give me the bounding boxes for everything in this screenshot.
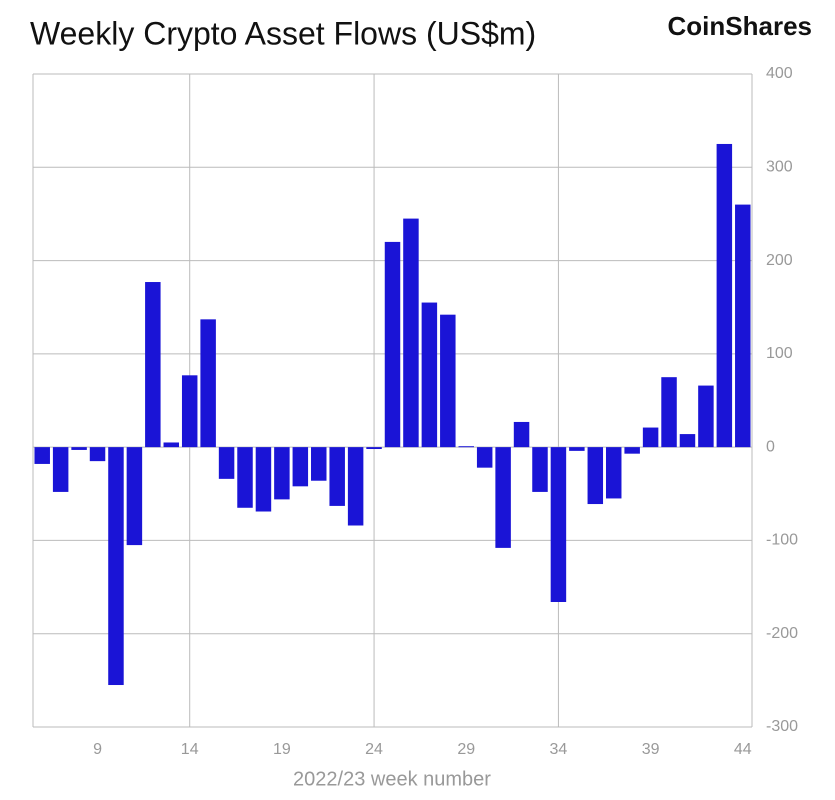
bar: [735, 204, 751, 448]
bar: [624, 447, 640, 454]
bar: [384, 241, 401, 448]
bar: [716, 143, 733, 448]
bar: [311, 447, 327, 481]
bar: [403, 218, 419, 448]
x-tick-label: 39: [642, 741, 660, 758]
bar: [366, 447, 382, 450]
y-tick-label: 300: [766, 159, 793, 176]
bar: [495, 447, 511, 548]
bar: [642, 427, 659, 448]
y-tick-label: 0: [766, 438, 775, 455]
chart-title: Weekly Crypto Asset Flows (US$m): [30, 15, 536, 51]
y-tick-label: -300: [766, 718, 798, 735]
y-tick-label: -200: [766, 625, 798, 642]
bar: [108, 447, 124, 686]
bar: [476, 447, 493, 468]
y-tick-label: 200: [766, 252, 793, 269]
bar: [329, 447, 345, 506]
bar: [587, 447, 604, 505]
bar: [237, 447, 253, 508]
bar: [274, 447, 290, 500]
y-tick-label: 100: [766, 345, 793, 362]
bar: [292, 447, 309, 487]
bar: [698, 385, 714, 448]
bar: [605, 447, 622, 499]
bar: [513, 421, 530, 448]
x-tick-label: 34: [550, 741, 568, 758]
bar: [347, 447, 364, 526]
bar: [569, 447, 585, 451]
x-tick-label: 44: [734, 741, 752, 758]
bar: [679, 434, 696, 448]
bar: [458, 446, 474, 448]
x-tick-label: 9: [93, 741, 102, 758]
x-tick-label: 24: [365, 741, 383, 758]
bar: [440, 314, 456, 448]
bar: [34, 447, 50, 464]
bar: [89, 447, 106, 462]
bar: [661, 377, 677, 448]
bar: [163, 442, 180, 448]
y-tick-label: -100: [766, 532, 798, 549]
bar: [52, 447, 69, 492]
x-axis-label: 2022/23 week number: [293, 768, 491, 790]
bar: [145, 282, 161, 448]
bar: [71, 447, 87, 450]
bar: [126, 447, 143, 546]
bar: [550, 447, 567, 602]
bar: [532, 447, 548, 492]
bar: [200, 319, 216, 448]
brand-logo: CoinShares: [668, 11, 813, 41]
bar: [255, 447, 272, 512]
x-tick-label: 19: [273, 741, 291, 758]
bar: [181, 375, 198, 448]
bar: [218, 447, 235, 479]
x-tick-label: 14: [181, 741, 199, 758]
y-tick-label: 400: [766, 65, 793, 82]
x-tick-label: 29: [457, 741, 475, 758]
bar: [421, 302, 438, 448]
